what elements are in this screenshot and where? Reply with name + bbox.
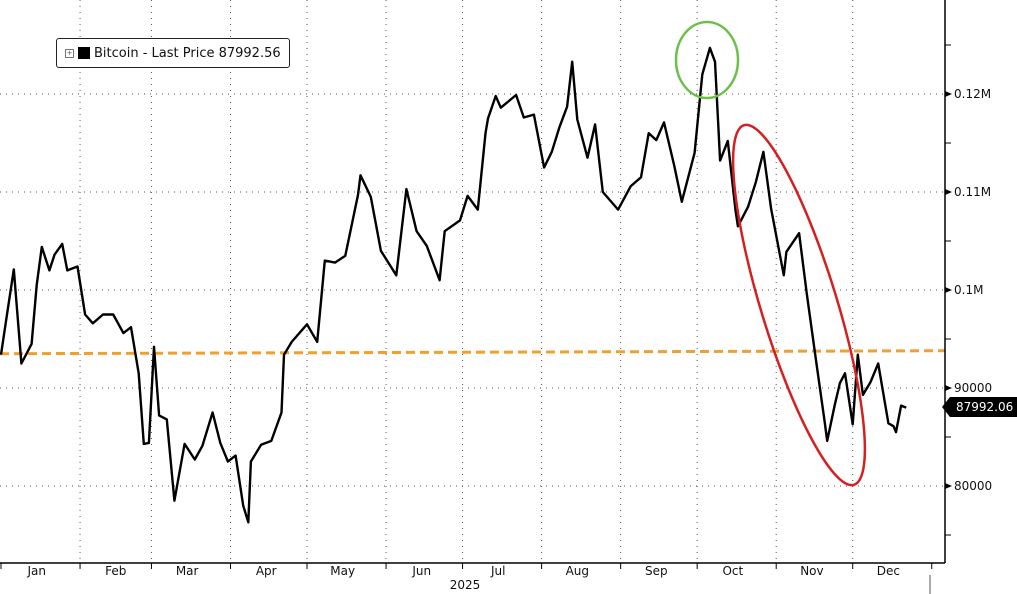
legend[interactable]: + Bitcoin - Last Price 87992.56 [56, 38, 290, 68]
y-tick-mark [945, 483, 952, 489]
y-tick-mark [945, 189, 952, 195]
x-tick-label: Aug [566, 564, 589, 578]
last-price-tag: 87992.06 [941, 397, 1017, 417]
y-tick-label: 0.12M [954, 87, 991, 101]
reference-line [0, 349, 946, 356]
x-axis: Jan Feb Mar Apr May Jun Jul Aug Sep Oct Nov Dec [0, 563, 933, 578]
y-tick-label: 0.1M [954, 283, 983, 297]
green-circle-annotation [674, 20, 740, 100]
x-tick-label: Dec [877, 564, 900, 578]
x-tick-label: Jun [411, 564, 431, 578]
x-tick-label: Oct [722, 564, 743, 578]
expand-icon[interactable]: + [65, 48, 74, 58]
y-tick-label: 0.11M [954, 185, 991, 199]
y-tick-mark [945, 385, 952, 391]
x-tick-label: Nov [800, 564, 823, 578]
x-tick-label: Mar [176, 564, 199, 578]
data-points [0, 47, 907, 523]
x-tick-label: Jul [490, 564, 505, 578]
x-tick-label: Apr [256, 564, 277, 578]
x-tick-label: Feb [105, 564, 126, 578]
x-axis-year-label: 2025 [450, 578, 481, 592]
x-tick-label: May [330, 564, 355, 578]
y-axis: 80000 90000 0.1M 0.11M 0.12M [945, 44, 992, 536]
red-ellipse-annotation [731, 123, 867, 487]
x-tick-label: Sep [645, 564, 668, 578]
legend-label: Bitcoin - Last Price 87992.56 [94, 45, 281, 61]
y-tick-label: 80000 [954, 479, 992, 493]
y-tick-mark [945, 287, 952, 293]
grid [0, 0, 945, 563]
series-swatch [78, 47, 90, 59]
y-tick-mark [945, 91, 952, 97]
x-tick-label: Jan [26, 564, 46, 578]
bitcoin-price-line [0, 46, 907, 524]
y-tick-label: 90000 [954, 381, 992, 395]
